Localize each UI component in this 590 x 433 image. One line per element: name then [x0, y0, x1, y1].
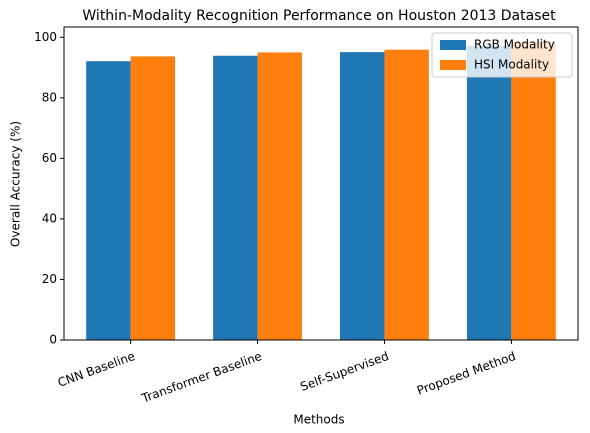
legend-swatch — [440, 40, 466, 50]
legend-label: HSI Modality — [474, 58, 549, 72]
x-tick-label: Self-Supervised — [298, 349, 390, 394]
bar — [466, 45, 512, 341]
y-tick-label: 0 — [49, 333, 57, 347]
x-tick-label: Proposed Method — [415, 349, 518, 398]
legend-swatch — [440, 60, 466, 70]
bar — [384, 49, 429, 340]
y-tick-label: 60 — [42, 151, 57, 165]
bar — [340, 52, 385, 341]
bar — [257, 52, 302, 341]
y-tick-label: 40 — [42, 211, 57, 225]
legend-box — [431, 32, 573, 78]
chart-title: Within-Modality Recognition Performance … — [82, 8, 556, 24]
y-tick-label: 20 — [42, 272, 57, 286]
y-tick-label: 100 — [34, 30, 57, 44]
y-axis-label: Overall Accuracy (%) — [9, 121, 23, 247]
bar — [213, 55, 258, 340]
x-tick-label: Transformer Baseline — [139, 349, 264, 406]
bar — [130, 56, 176, 340]
y-tick-label: 80 — [42, 90, 57, 104]
bar — [511, 41, 556, 340]
bar — [86, 61, 131, 341]
x-axis-label: Methods — [293, 413, 344, 427]
plot-frame — [63, 26, 579, 341]
x-tick-label: CNN Baseline — [56, 349, 137, 390]
legend-label: RGB Modality — [474, 38, 555, 52]
